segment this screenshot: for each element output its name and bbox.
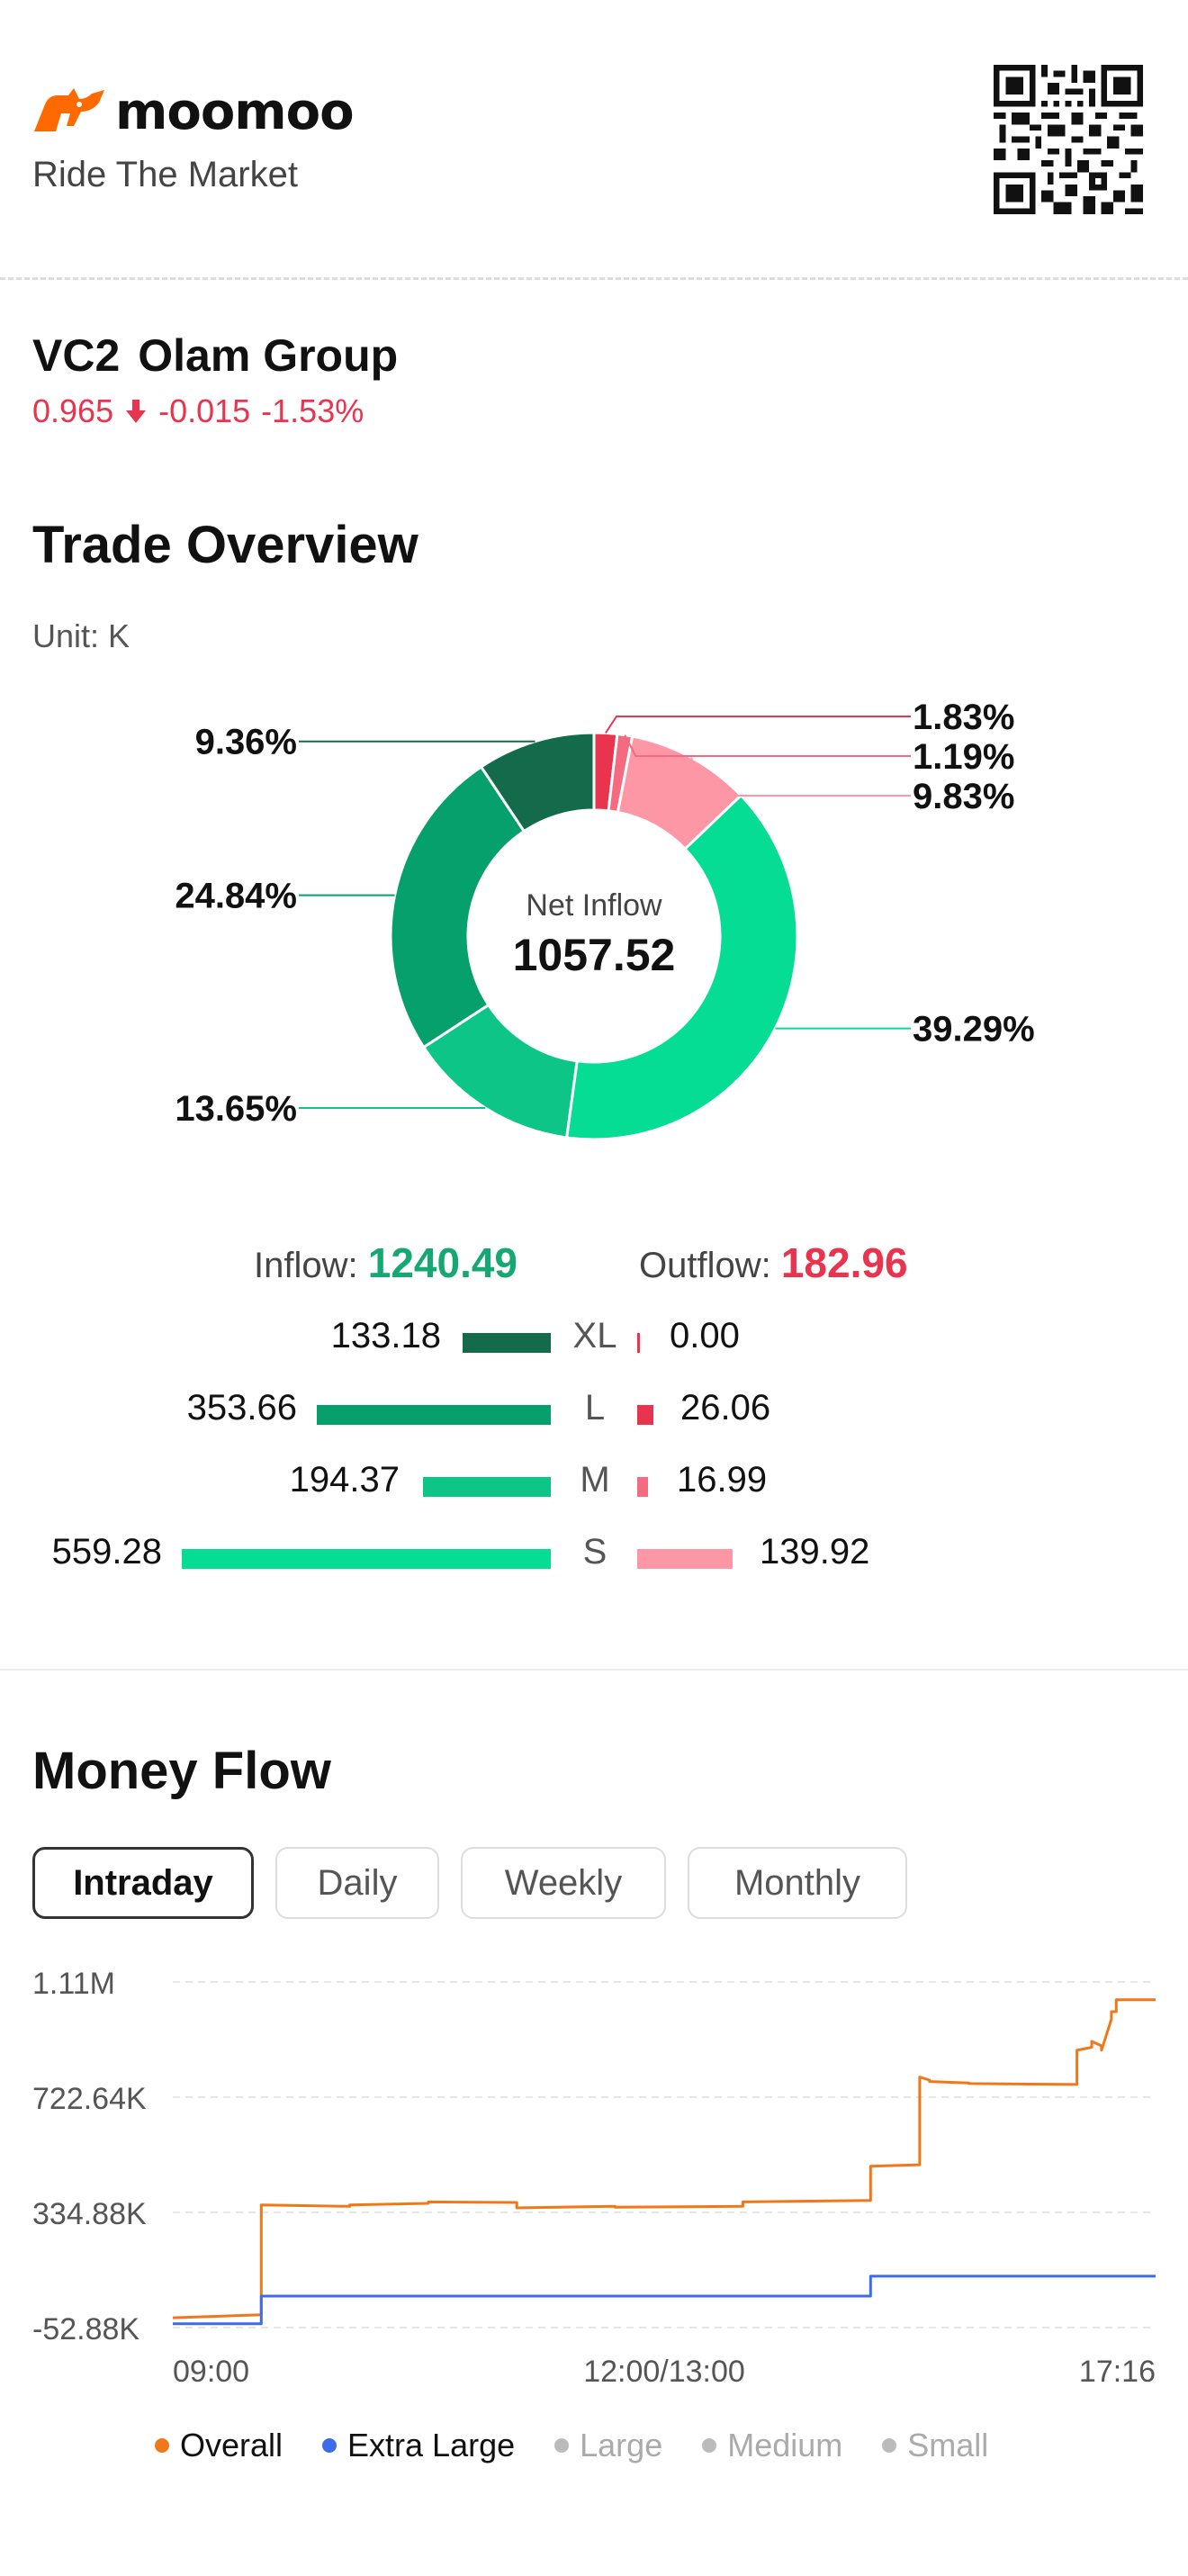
legend-dot-icon: [155, 2438, 169, 2453]
brand-logo[interactable]: moomoo: [32, 83, 355, 141]
inflow-total: Inflow: 1240.49: [254, 1238, 518, 1287]
x-tick-label: 17:16: [1079, 2355, 1156, 2389]
stock-change-pct: -1.53%: [261, 392, 364, 429]
inflow-l-value: 353.66: [186, 1388, 297, 1428]
net-inflow-label: Net Inflow: [526, 888, 662, 923]
inflow-m-bar: [423, 1477, 551, 1497]
outflow-value: 182.96: [780, 1239, 908, 1286]
arrow-down-icon: [126, 400, 147, 423]
legend-item-extra-large[interactable]: Extra Large: [322, 2427, 515, 2464]
donut-slice-label: 9.83%: [913, 777, 1014, 816]
legend-label: Extra Large: [347, 2427, 516, 2463]
y-tick-label: 334.88K: [32, 2197, 147, 2231]
x-tick-label: 09:00: [173, 2355, 249, 2389]
outflow-l-bar: [637, 1405, 653, 1425]
app-header: moomoo Ride The Market: [0, 0, 1188, 280]
donut-callout-line: [690, 757, 911, 797]
donut-slice-label: 1.19%: [913, 737, 1014, 777]
legend-dot-icon: [702, 2438, 717, 2453]
money-flow-title: Money Flow: [32, 1742, 331, 1800]
donut-slice-label: 39.29%: [913, 1010, 1035, 1049]
tab-intraday[interactable]: Intraday: [32, 1847, 254, 1919]
legend-label: Large: [580, 2427, 663, 2463]
stock-change: -0.015: [158, 392, 251, 429]
inflow-m-value: 194.37: [289, 1460, 400, 1500]
outflow-l-value: 26.06: [680, 1388, 771, 1428]
stock-name: Olam Group: [138, 330, 399, 381]
donut-slice-label: 9.36%: [195, 723, 297, 762]
inflow-s-value: 559.28: [51, 1532, 162, 1572]
outflow-xl-value: 0.00: [670, 1316, 740, 1356]
donut-slice-label: 24.84%: [175, 877, 297, 916]
qr-code-icon[interactable]: [994, 65, 1143, 214]
series-line-overall: [172, 1998, 1156, 2319]
donut-callout-line: [605, 716, 911, 734]
breakdown-row-s: 559.28 S 139.92: [0, 1532, 1188, 1586]
moomoo-logo-icon: [34, 87, 104, 131]
outflow-m-value: 16.99: [677, 1460, 768, 1500]
outflow-s-bar: [637, 1549, 733, 1569]
stock-price: 0.965: [32, 392, 114, 429]
legend-item-large[interactable]: Large: [554, 2427, 662, 2464]
outflow-xl-bar: [637, 1333, 640, 1353]
legend-label: Medium: [727, 2427, 843, 2463]
legend-item-overall[interactable]: Overall: [155, 2427, 283, 2464]
net-inflow-value: 1057.52: [513, 930, 676, 980]
donut-slice: [389, 764, 526, 1049]
y-tick-label: 1.11M: [32, 1967, 115, 2001]
money-flow-line-chart: 1.11M 722.64K 334.88K -52.88K 09:00 12:00/13…: [32, 1967, 1156, 2389]
donut-callout-line: [624, 734, 911, 757]
stock-quote: 0.965 -0.015 -1.53%: [32, 392, 364, 430]
legend-item-medium[interactable]: Medium: [702, 2427, 842, 2464]
y-tick-label: 722.64K: [32, 2082, 147, 2116]
legend-label: Small: [907, 2427, 989, 2463]
tab-daily[interactable]: Daily: [275, 1847, 439, 1919]
inflow-value: 1240.49: [367, 1239, 518, 1286]
header-divider: [0, 277, 1188, 280]
tab-monthly[interactable]: Monthly: [688, 1847, 907, 1919]
stock-symbol: VC2: [32, 330, 121, 381]
outflow-total: Outflow: 182.96: [639, 1238, 908, 1287]
donut-slice-label: 1.83%: [913, 698, 1014, 737]
inflow-l-bar: [317, 1405, 551, 1425]
trade-overview-donut-chart: 1.83%1.19%9.83% 39.29% 13.65% 24.84% 9.36% N…: [175, 698, 1035, 1141]
outflow-label: Outflow:: [639, 1246, 771, 1285]
category-l: L: [584, 1388, 606, 1428]
section-divider: [0, 1669, 1188, 1671]
money-flow-tabs: Intraday Daily Weekly Monthly: [32, 1847, 907, 1919]
breakdown-row-l: 353.66 L 26.06: [0, 1388, 1188, 1442]
breakdown-row-m: 194.37 M 16.99: [0, 1460, 1188, 1514]
legend-dot-icon: [554, 2438, 570, 2453]
inflow-xl-value: 133.18: [330, 1316, 441, 1356]
series-line-extra-large: [173, 2274, 1156, 2326]
legend-dot-icon: [322, 2438, 338, 2453]
category-s: S: [582, 1532, 608, 1572]
inflow-s-bar: [182, 1549, 551, 1569]
tab-weekly[interactable]: Weekly: [461, 1847, 666, 1919]
outflow-s-value: 139.92: [760, 1532, 870, 1572]
tagline: Ride The Market: [32, 155, 298, 194]
brand-name: moomoo: [115, 83, 355, 141]
trade-overview-title: Trade Overview: [32, 516, 418, 574]
outflow-m-bar: [637, 1477, 648, 1497]
category-xl: XL: [572, 1316, 617, 1356]
legend-label: Overall: [180, 2427, 284, 2463]
inflow-label: Inflow:: [254, 1246, 358, 1285]
x-tick-label: 12:00/13:00: [583, 2355, 745, 2389]
donut-slice-label: 13.65%: [175, 1089, 297, 1129]
stock-title: VC2 Olam Group: [32, 329, 416, 382]
money-flow-legend: Overall Extra Large Large Medium Small: [155, 2427, 1028, 2464]
legend-dot-icon: [882, 2438, 897, 2453]
donut-slice: [564, 793, 799, 1141]
inflow-xl-bar: [463, 1333, 551, 1353]
unit-label: Unit: K: [32, 617, 130, 654]
breakdown-row-xl: 133.18 XL 0.00: [0, 1316, 1188, 1370]
donut-slice: [479, 731, 596, 833]
category-m: M: [580, 1460, 610, 1500]
y-tick-label: -52.88K: [32, 2312, 140, 2346]
legend-item-small[interactable]: Small: [882, 2427, 988, 2464]
